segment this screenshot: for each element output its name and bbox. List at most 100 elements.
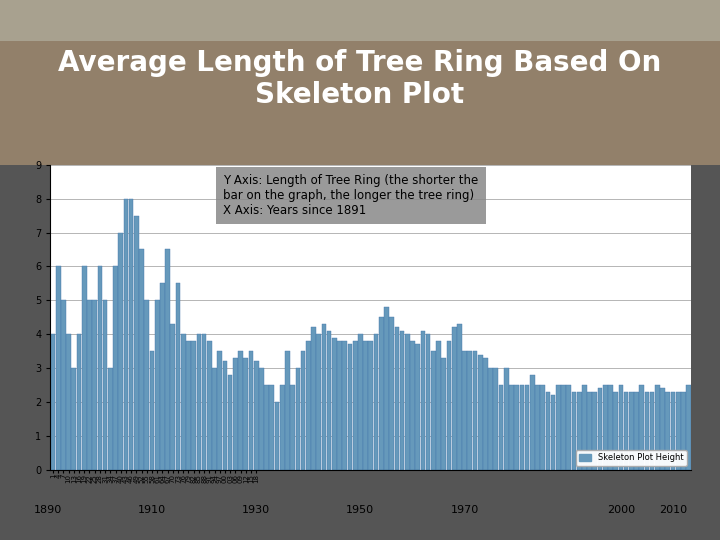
Bar (275, 402, 279, 470)
Bar (577, 392, 582, 470)
Bar (598, 388, 603, 470)
Bar (295, 368, 300, 470)
Bar (541, 385, 545, 470)
Bar (337, 341, 342, 470)
Bar (207, 341, 212, 470)
Bar (420, 331, 426, 470)
Bar (82, 266, 86, 470)
Bar (264, 385, 269, 470)
Bar (588, 392, 592, 470)
Bar (572, 392, 576, 470)
Bar (405, 334, 410, 470)
Text: 1930: 1930 (242, 505, 270, 515)
Bar (192, 341, 196, 470)
Bar (629, 392, 634, 470)
Bar (634, 392, 639, 470)
Bar (608, 385, 613, 470)
Bar (681, 392, 685, 470)
Bar (243, 358, 248, 470)
Bar (369, 341, 373, 470)
Bar (446, 341, 451, 470)
Bar (390, 318, 394, 470)
Bar (551, 395, 556, 470)
Bar (431, 351, 436, 470)
Bar (87, 300, 92, 470)
Bar (670, 392, 675, 470)
Text: Y Axis: Length of Tree Ring (the shorter the
bar on the graph, the longer the tr: Y Axis: Length of Tree Ring (the shorter… (223, 174, 479, 217)
Bar (452, 327, 456, 470)
Bar (493, 368, 498, 470)
Bar (322, 324, 326, 470)
Bar (108, 368, 112, 470)
Bar (254, 361, 258, 470)
Bar (353, 341, 358, 470)
Bar (92, 300, 97, 470)
Bar (603, 385, 608, 470)
Text: 1970: 1970 (451, 505, 479, 515)
Bar (364, 341, 368, 470)
Bar (624, 392, 629, 470)
Bar (139, 249, 144, 470)
Bar (436, 341, 441, 470)
Bar (71, 368, 76, 470)
Bar (567, 385, 571, 470)
Bar (467, 351, 472, 470)
Bar (290, 385, 295, 470)
Bar (665, 392, 670, 470)
Bar (639, 385, 644, 470)
Bar (655, 385, 660, 470)
Bar (197, 334, 201, 470)
Bar (280, 385, 284, 470)
Bar (535, 385, 540, 470)
Bar (301, 351, 305, 470)
Bar (546, 392, 550, 470)
Bar (176, 284, 181, 470)
Bar (155, 300, 160, 470)
Bar (103, 300, 107, 470)
Bar (525, 385, 529, 470)
Bar (77, 334, 81, 470)
Bar (248, 351, 253, 470)
Bar (311, 327, 316, 470)
Bar (269, 385, 274, 470)
Bar (410, 341, 415, 470)
Bar (129, 199, 133, 470)
Bar (259, 368, 264, 470)
Bar (217, 351, 222, 470)
Bar (660, 388, 665, 470)
Bar (0, 0, 720, 41)
Bar (686, 385, 691, 470)
Bar (327, 331, 331, 470)
Bar (384, 307, 389, 470)
Bar (499, 385, 503, 470)
Text: 1890: 1890 (34, 505, 62, 515)
Bar (316, 334, 321, 470)
Bar (228, 375, 233, 470)
Bar (582, 385, 587, 470)
Bar (212, 368, 217, 470)
Bar (561, 385, 566, 470)
Bar (644, 392, 649, 470)
Bar (426, 334, 431, 470)
Bar (514, 385, 519, 470)
Bar (343, 341, 347, 470)
Bar (66, 334, 71, 470)
Bar (145, 300, 149, 470)
Bar (478, 355, 482, 470)
Bar (222, 361, 228, 470)
Bar (160, 284, 165, 470)
Bar (306, 341, 310, 470)
Text: 2010: 2010 (659, 505, 687, 515)
Text: 2000: 2000 (607, 505, 635, 515)
Bar (358, 334, 363, 470)
Text: Average Length of Tree Ring Based On
Skeleton Plot: Average Length of Tree Ring Based On Ske… (58, 49, 662, 109)
Text: 1950: 1950 (346, 505, 374, 515)
Bar (649, 392, 654, 470)
Bar (613, 392, 618, 470)
Bar (61, 300, 66, 470)
Bar (285, 351, 289, 470)
Bar (462, 351, 467, 470)
Bar (441, 358, 446, 470)
Bar (415, 345, 420, 470)
Bar (50, 334, 55, 470)
